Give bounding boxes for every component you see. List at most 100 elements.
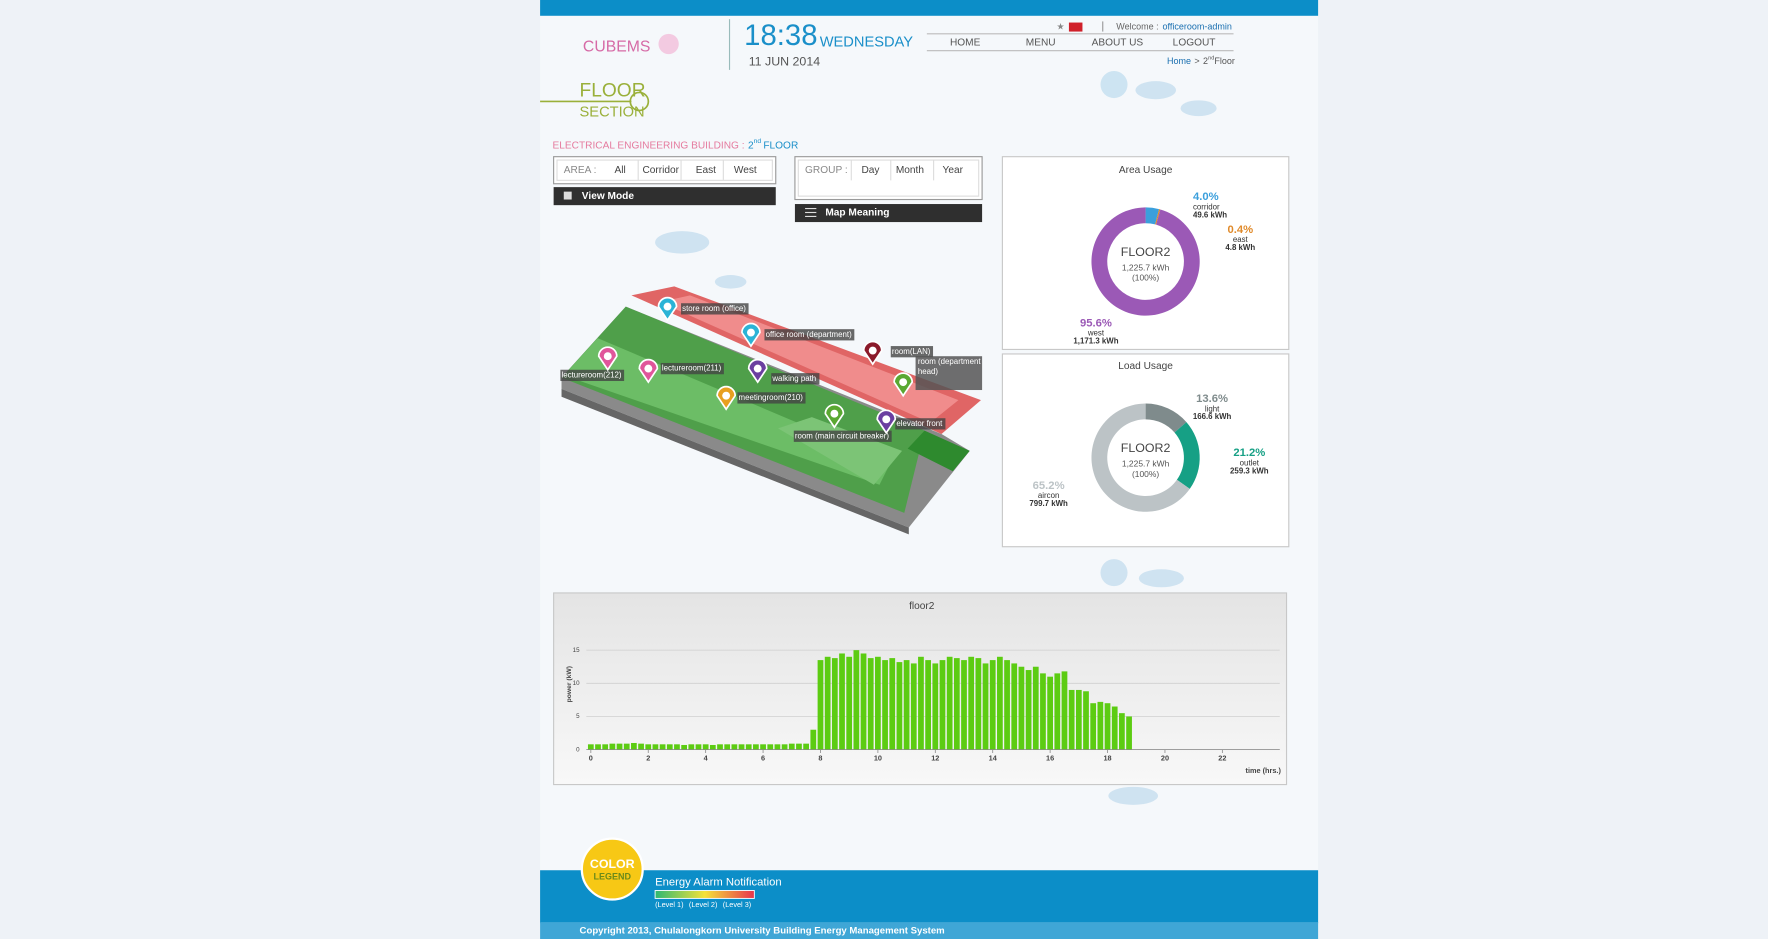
bar: [889, 658, 896, 750]
cloud: [1138, 569, 1184, 588]
room-pin-icon: [753, 364, 762, 373]
welcome-label: Welcome :: [1116, 21, 1158, 31]
room-pin-icon: [603, 352, 612, 361]
logo[interactable]: CUBEMS: [583, 39, 650, 56]
nav-item[interactable]: LOGOUT: [1173, 38, 1216, 49]
x-tick-label: 8: [818, 754, 822, 763]
group-option[interactable]: Month: [896, 165, 924, 176]
y-tick-label: 0: [576, 746, 580, 753]
user-name[interactable]: officeroom-admin: [1163, 21, 1232, 31]
bar: [1104, 703, 1111, 750]
nav-item[interactable]: MENU: [1026, 38, 1056, 49]
bar: [595, 744, 601, 750]
bar: [1068, 689, 1075, 750]
bar: [717, 744, 723, 750]
y-tick-label: 15: [573, 647, 580, 654]
bar: [867, 658, 874, 750]
cloud: [1135, 81, 1177, 100]
view-mode-label[interactable]: View Mode: [582, 191, 635, 202]
bar: [946, 656, 953, 750]
floor-map: [561, 286, 981, 535]
room-label-bg: [895, 418, 946, 430]
bar: [903, 660, 910, 750]
area-option[interactable]: Corridor: [642, 165, 679, 176]
group-option[interactable]: Day: [861, 165, 880, 176]
map-meaning-label[interactable]: Map Meaning: [825, 208, 889, 219]
room-markers: store room (office) office room (departme…: [560, 296, 983, 442]
bar: [731, 744, 738, 750]
bar: [659, 744, 666, 750]
slice-name: light: [1205, 404, 1220, 413]
breadcrumb-separator: >: [1194, 56, 1199, 66]
mail-icon[interactable]: [1068, 22, 1083, 32]
bar: [609, 743, 616, 750]
alarm-level: (Level 1): [655, 900, 683, 909]
nav-item[interactable]: HOME: [950, 38, 981, 49]
slice-percent: 95.6%: [1080, 318, 1112, 330]
bar: [1047, 676, 1053, 750]
group-option[interactable]: Year: [943, 165, 964, 176]
room-label-bg: [771, 373, 820, 385]
building-name: ELECTRICAL ENGINEERING BUILDING :: [553, 140, 745, 151]
slice-kwh: 1,171.3 kWh: [1073, 337, 1118, 346]
area-option[interactable]: East: [696, 165, 716, 176]
bar: [724, 744, 731, 750]
area-option[interactable]: All: [615, 165, 626, 176]
slice-kwh: 4.8 kWh: [1225, 243, 1255, 252]
x-tick-label: 4: [704, 754, 709, 763]
map-meaning-button[interactable]: [794, 204, 983, 223]
area-option[interactable]: West: [734, 165, 757, 176]
bar: [738, 744, 745, 750]
x-tick-label: 18: [1103, 754, 1111, 763]
bar: [975, 658, 982, 750]
bar: [910, 663, 917, 750]
room-pin-icon: [722, 391, 731, 400]
breadcrumb-home[interactable]: Home: [1167, 56, 1191, 66]
room-label: walking path: [771, 374, 816, 383]
breadcrumb-suffix: nd: [1208, 56, 1214, 62]
clock-day: WEDNESDAY: [820, 35, 914, 51]
center-title: FLOOR2: [1121, 441, 1171, 455]
view-mode-button[interactable]: [553, 187, 776, 206]
top-bar: [540, 0, 1319, 16]
x-tick-label: 10: [874, 754, 882, 763]
color-legend-badge[interactable]: [580, 837, 644, 901]
pie-slice: [1155, 209, 1161, 225]
star-icon[interactable]: ★: [1057, 21, 1065, 31]
room-label-text: room (department head): [917, 358, 981, 377]
copyright: Copyright 2013, Chulalongkorn University…: [580, 926, 945, 937]
bar: [953, 658, 960, 750]
nav-menu: HOME MENU ABOUT US LOGOUT: [950, 38, 1215, 49]
map-room: [907, 430, 970, 472]
bar: [997, 656, 1003, 750]
bar: [1097, 701, 1104, 750]
bar: [745, 744, 752, 750]
bar: [961, 660, 967, 750]
slice-name: west: [1087, 329, 1105, 338]
pie-slice: [1091, 403, 1190, 512]
bar: [1025, 670, 1032, 750]
sun: [1100, 71, 1128, 99]
nav-item[interactable]: ABOUT US: [1092, 38, 1144, 49]
room-label-bg: [793, 430, 892, 442]
slice-percent: 4.0%: [1193, 191, 1219, 203]
bar: [602, 744, 609, 750]
x-axis-label: time (hrs.): [1246, 766, 1282, 775]
center-percent: (100%): [1132, 273, 1159, 283]
bar: [1126, 716, 1132, 750]
room-pin-icon: [830, 409, 839, 418]
floor-word: FLOOR: [763, 140, 798, 151]
bar: [709, 744, 716, 750]
load-usage-panel: [1001, 353, 1290, 548]
center-value: 1,225.7 kWh: [1122, 263, 1170, 273]
group-options: Day Month Year: [850, 160, 964, 181]
bar: [846, 656, 853, 750]
bar: [989, 660, 996, 750]
slice-percent: 13.6%: [1196, 393, 1228, 405]
room-pin-icon: [882, 415, 891, 424]
room-pin-icon: [868, 346, 877, 355]
bar: [839, 653, 845, 750]
legend-badge-top: COLOR: [590, 857, 635, 871]
slice-kwh: 166.6 kWh: [1193, 412, 1232, 421]
